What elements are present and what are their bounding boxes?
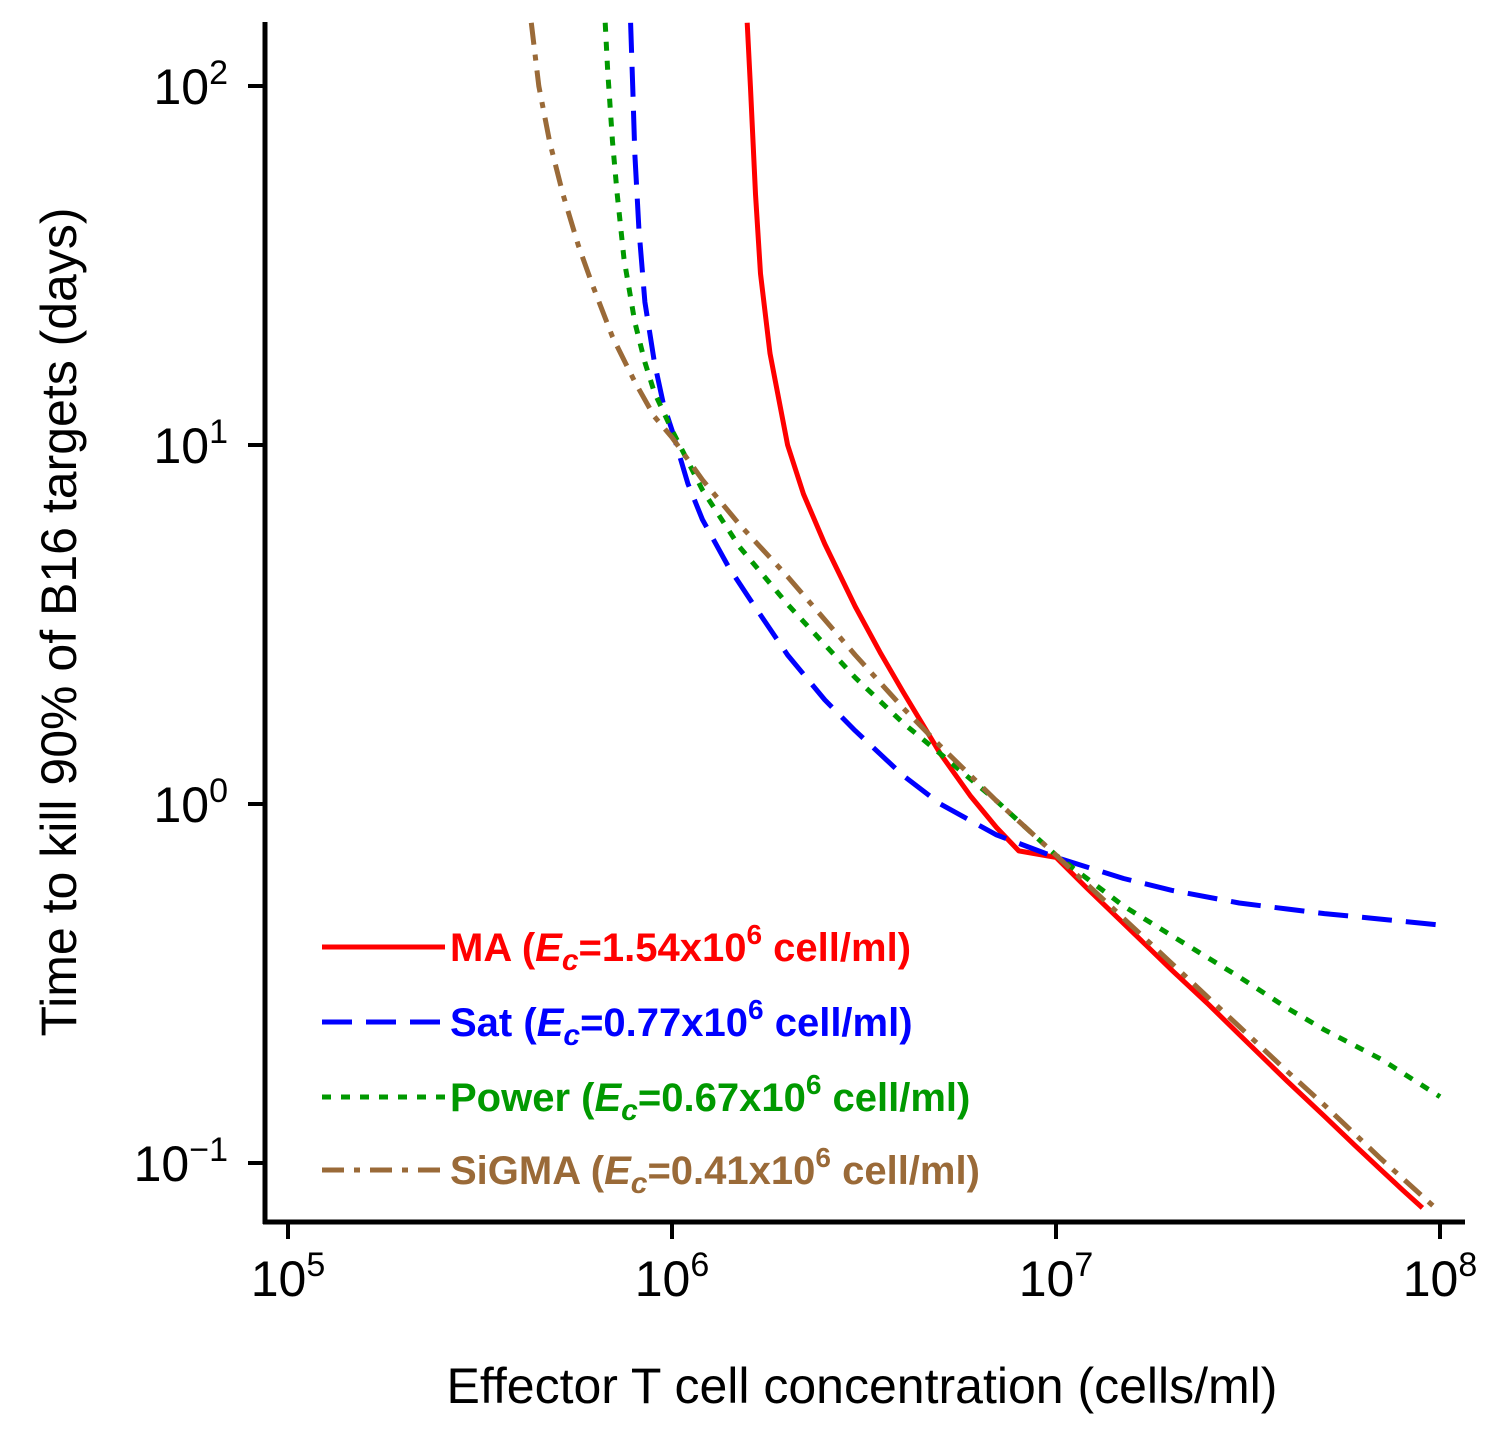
legend-label-sat: Sat (Ec=0.77x106 cell/ml) xyxy=(450,994,913,1052)
x-tick-label: 107 xyxy=(1019,1246,1094,1307)
y-tick-label: 102 xyxy=(153,54,228,115)
y-tick-label: 10−1 xyxy=(134,1131,228,1192)
y-tick-label: 100 xyxy=(153,772,228,833)
legend-label-sigma: SiGMA (Ec=0.41x106 cell/ml) xyxy=(450,1142,980,1200)
axes xyxy=(262,22,1465,1225)
legend: MA (Ec=1.54x106 cell/ml) Sat (Ec=0.77x106… xyxy=(322,919,980,1200)
y-axis-title: Time to kill 90% of B16 targets (days) xyxy=(31,207,87,1036)
x-axis-title: Effector T cell concentration (cells/ml) xyxy=(447,1358,1278,1414)
series-line-sigma xyxy=(528,22,1442,1214)
series-line-ma xyxy=(744,22,1425,1210)
legend-label-ma: MA (Ec=1.54x106 cell/ml) xyxy=(450,919,911,977)
series-line-sat xyxy=(628,22,1441,928)
plot-area xyxy=(528,22,1442,1214)
x-tick-label: 106 xyxy=(635,1246,710,1307)
y-tick-label: 101 xyxy=(153,413,228,474)
series-line-power xyxy=(602,22,1442,1099)
legend-label-power: Power (Ec=0.67x106 cell/ml) xyxy=(450,1069,970,1127)
tick-group: 105 106 107 108 10−1 100 101 102 xyxy=(134,54,1478,1307)
x-tick-label: 105 xyxy=(251,1246,326,1307)
x-tick-label: 108 xyxy=(1403,1246,1478,1307)
